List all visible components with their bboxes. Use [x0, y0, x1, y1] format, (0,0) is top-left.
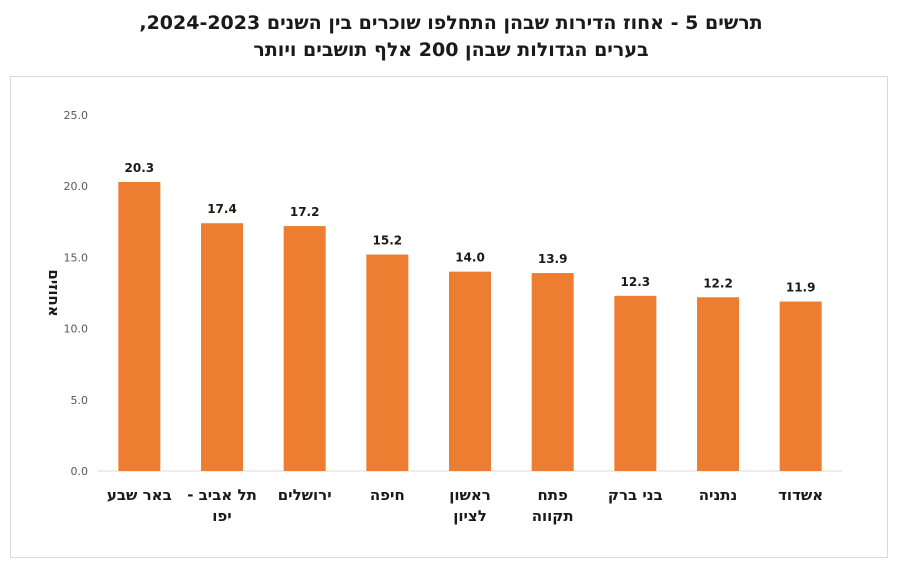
bar: [614, 295, 657, 471]
data-label: 11.9: [786, 281, 816, 295]
data-label: 13.9: [538, 252, 568, 266]
x-tick-label: בני ברק: [608, 486, 663, 504]
x-tick-label: פתח: [537, 486, 568, 504]
y-tick-label: 15.0: [64, 251, 89, 264]
x-tick-label: אשדוד: [778, 486, 823, 504]
bar: [201, 223, 243, 471]
data-label: 12.3: [621, 275, 651, 289]
x-tick-label: ירושלים: [278, 486, 332, 504]
data-label: 12.2: [703, 276, 733, 290]
bar: [118, 181, 161, 472]
bar: [779, 301, 822, 471]
bar: [531, 273, 574, 471]
y-axis-label: אחוזים: [45, 269, 63, 316]
bar: [697, 297, 739, 471]
x-tick-label: ראשון: [449, 486, 491, 504]
chart-subtitle: בערים הגדולות שבהן 200 אלף תושבים ויותר: [253, 39, 649, 61]
data-label: 14.0: [455, 251, 485, 265]
y-tick-label: 5.0: [71, 394, 89, 407]
data-label: 20.3: [125, 161, 155, 175]
x-tick-label: יפו: [212, 507, 231, 525]
data-label: 17.4: [207, 202, 237, 216]
y-tick-label: 20.0: [64, 180, 89, 193]
bar: [366, 254, 409, 471]
bar: [283, 226, 326, 471]
x-tick-label: לציון: [453, 507, 487, 525]
bar: [449, 271, 491, 471]
data-label: 17.2: [290, 205, 320, 219]
x-tick-label: נתניה: [699, 486, 738, 504]
x-tick-label: באר שבע: [107, 486, 172, 504]
y-tick-label: 10.0: [64, 323, 89, 336]
chart-title: תרשים 5 - אחוז הדירות שבהן התחלפו שוכרים…: [139, 12, 763, 34]
y-tick-label: 0.0: [71, 465, 89, 478]
x-tick-label: חיפה: [370, 486, 405, 504]
data-label: 15.2: [373, 234, 403, 248]
y-tick-label: 25.0: [64, 109, 89, 122]
chart-frame: [10, 76, 888, 558]
x-tick-label: תקווה: [532, 507, 574, 525]
x-tick-label: תל אביב -: [187, 486, 257, 504]
